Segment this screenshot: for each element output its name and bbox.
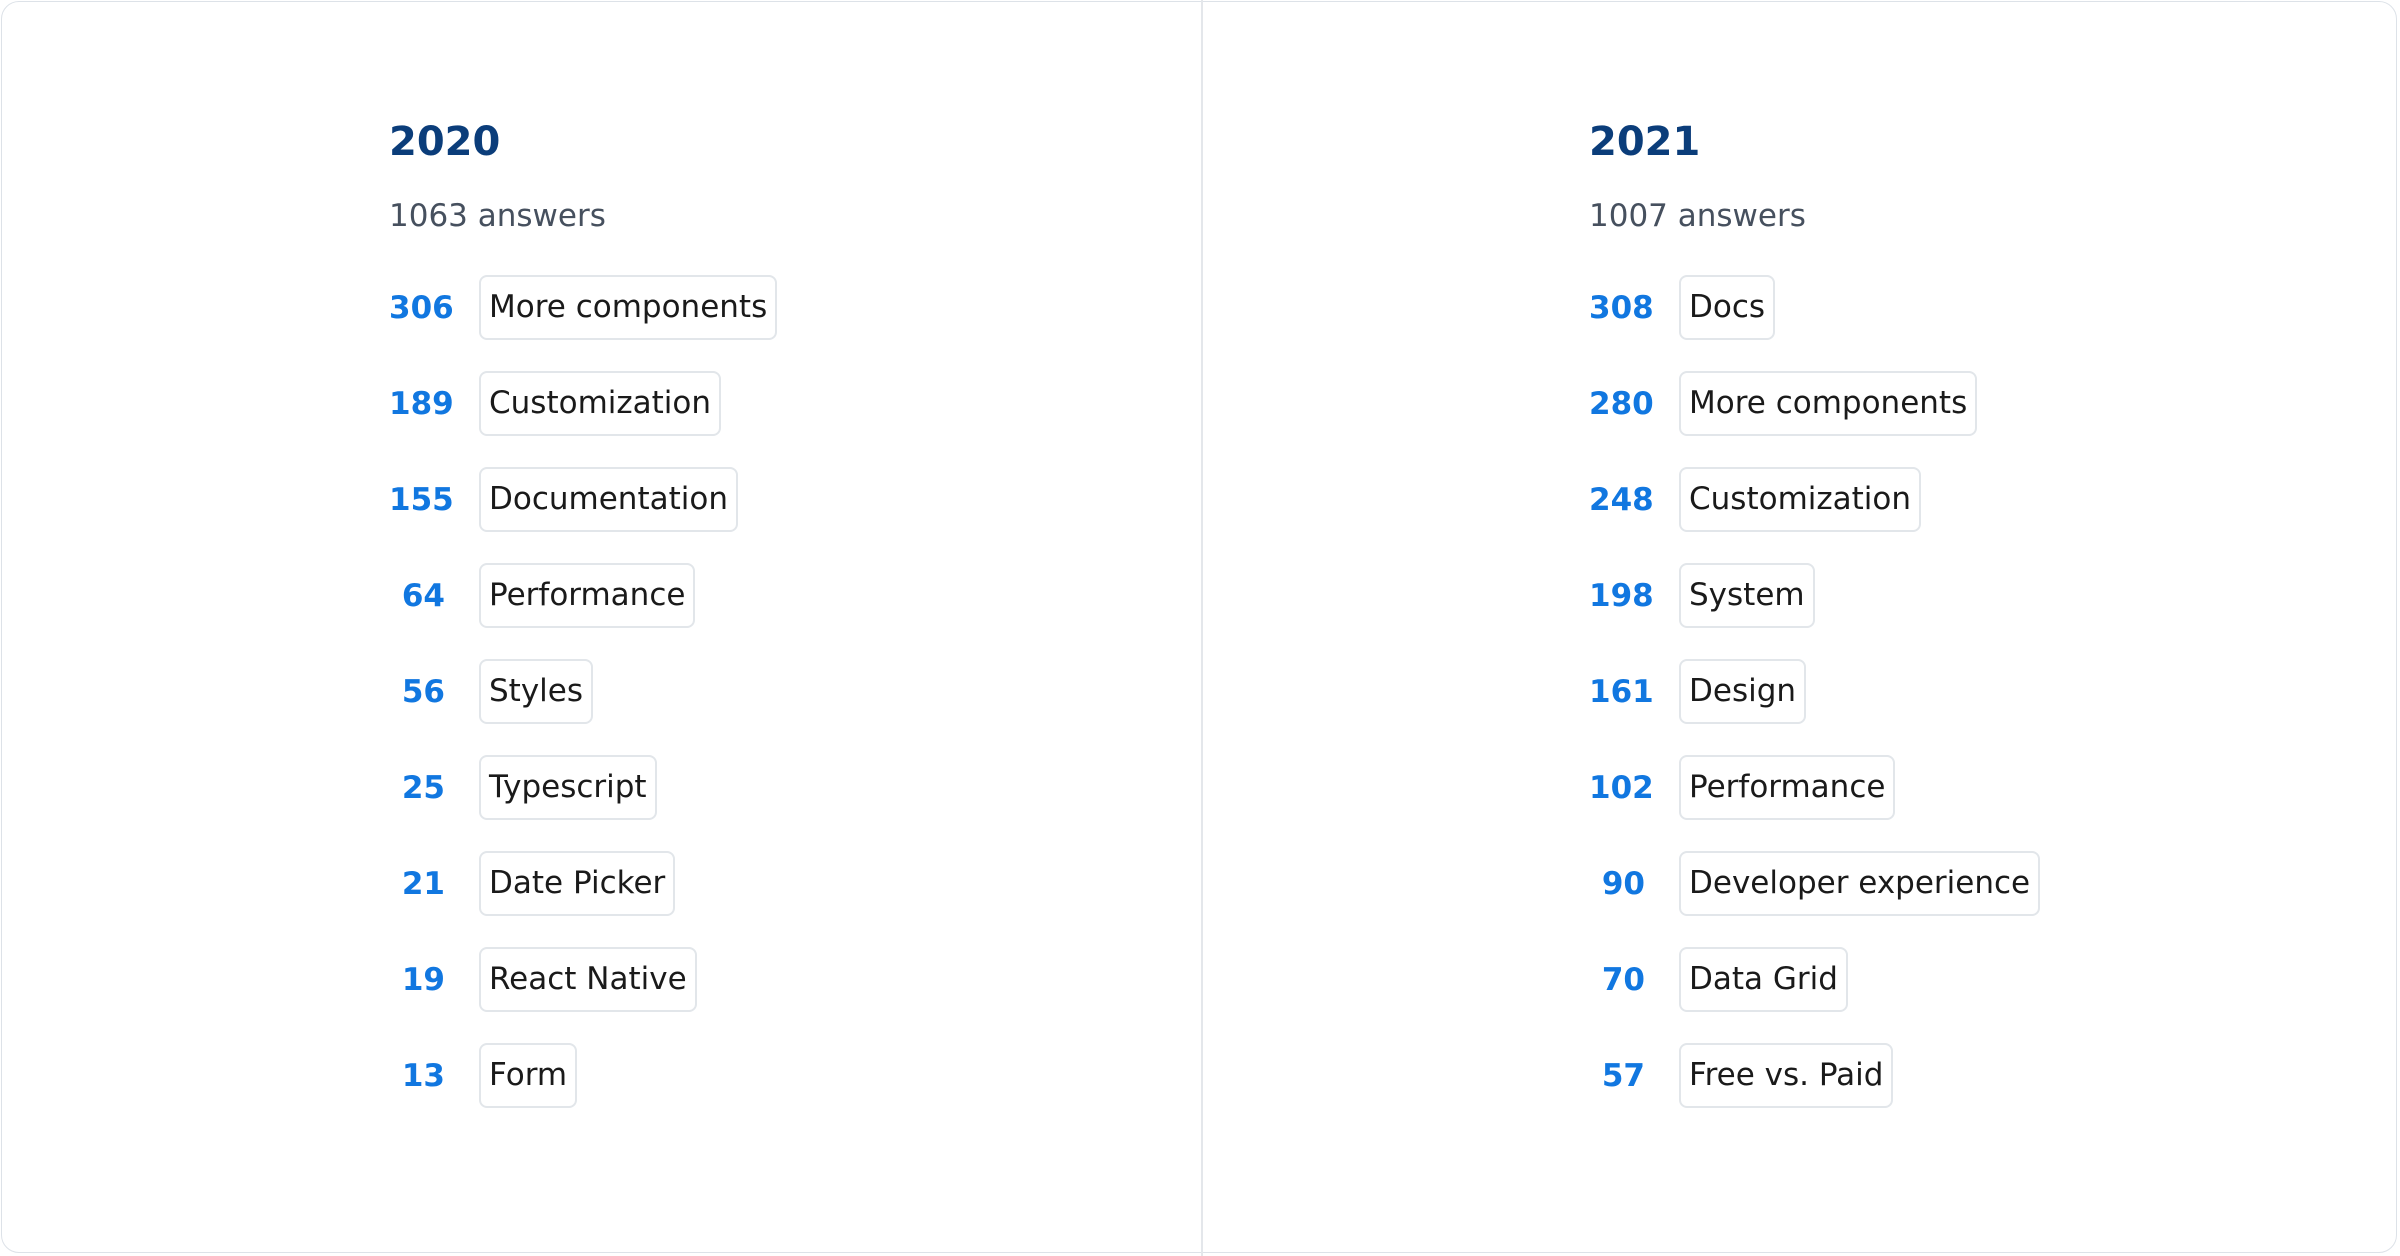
list-item: 64 Performance — [389, 563, 777, 628]
answer-count: 306 — [389, 289, 454, 326]
year-title: 2020 — [389, 119, 501, 165]
topic-chip: React Native — [479, 947, 697, 1012]
topic-chip: Performance — [1679, 755, 1896, 820]
list-item: 308 Docs — [1589, 275, 2040, 340]
answer-count: 102 — [1589, 769, 1654, 806]
answer-count: 19 — [401, 961, 445, 998]
list-item: 90 Developer experience — [1589, 851, 2041, 916]
answer-count: 25 — [401, 769, 445, 806]
answer-count: 90 — [1601, 865, 1645, 902]
topic-chip: System — [1679, 563, 1815, 628]
list-item: 13 Form — [389, 1043, 777, 1108]
topic-chip: Typescript — [479, 755, 657, 820]
list-item: 57 Free vs. Paid — [1589, 1043, 2040, 1108]
answer-count: 56 — [401, 673, 445, 710]
list-item: 102 Performance — [1589, 755, 2040, 820]
answer-count: 21 — [401, 865, 445, 902]
answers-count: 1007 answers — [1589, 198, 1806, 234]
year-title: 2021 — [1589, 119, 1701, 165]
list-item: 248 Customization — [1589, 467, 2040, 532]
column-divider — [1201, 0, 1203, 1256]
answer-count: 70 — [1601, 961, 1645, 998]
list-item: 161 Design — [1589, 659, 2040, 724]
list-item: 306 More components — [389, 275, 778, 340]
answer-count: 57 — [1601, 1057, 1645, 1094]
answer-count: 198 — [1589, 577, 1654, 614]
list-item: 280 More components — [1589, 371, 2040, 436]
topic-chip: Date Picker — [479, 851, 676, 916]
list-item: 56 Styles — [389, 659, 777, 724]
answer-count: 161 — [1589, 673, 1654, 710]
topic-list: 308 Docs 280 More components 248 Customizatio… — [1589, 275, 2041, 1108]
answers-count: 1063 answers — [389, 198, 606, 234]
topic-list: 306 More components 189 Customization 155 Doc… — [389, 275, 778, 1108]
topic-chip: Developer experience — [1679, 851, 2041, 916]
list-item: 189 Customization — [389, 371, 777, 436]
topic-chip: More components — [1679, 371, 1978, 436]
list-item: 155 Documentation — [389, 467, 777, 532]
list-item: 25 Typescript — [389, 755, 777, 820]
column-2020: 2020 1063 answers 306 More components 189 C… — [389, 112, 778, 1140]
list-item: 19 React Native — [389, 947, 777, 1012]
answer-count: 189 — [389, 385, 454, 422]
list-item: 21 Date Picker — [389, 851, 777, 916]
topic-chip: Free vs. Paid — [1679, 1043, 1894, 1108]
topic-chip: Form — [479, 1043, 578, 1108]
topic-chip: Customization — [479, 371, 722, 436]
answer-count: 280 — [1589, 385, 1654, 422]
topic-chip: Data Grid — [1679, 947, 1848, 1012]
answer-count: 248 — [1589, 481, 1654, 518]
topic-chip: Styles — [479, 659, 594, 724]
list-item: 198 System — [1589, 563, 2040, 628]
answer-count: 155 — [389, 481, 454, 518]
topic-chip: Documentation — [479, 467, 738, 532]
topic-chip: Customization — [1679, 467, 1922, 532]
answer-count: 308 — [1589, 289, 1654, 326]
list-item: 70 Data Grid — [1589, 947, 2040, 1012]
topic-chip: More components — [479, 275, 778, 340]
topic-chip: Design — [1679, 659, 1807, 724]
column-2021: 2021 1007 answers 308 Docs 280 More compone… — [1589, 112, 2041, 1140]
topic-chip: Performance — [479, 563, 696, 628]
answer-count: 13 — [401, 1057, 445, 1094]
topic-chip: Docs — [1679, 275, 1776, 340]
answer-count: 64 — [401, 577, 445, 614]
